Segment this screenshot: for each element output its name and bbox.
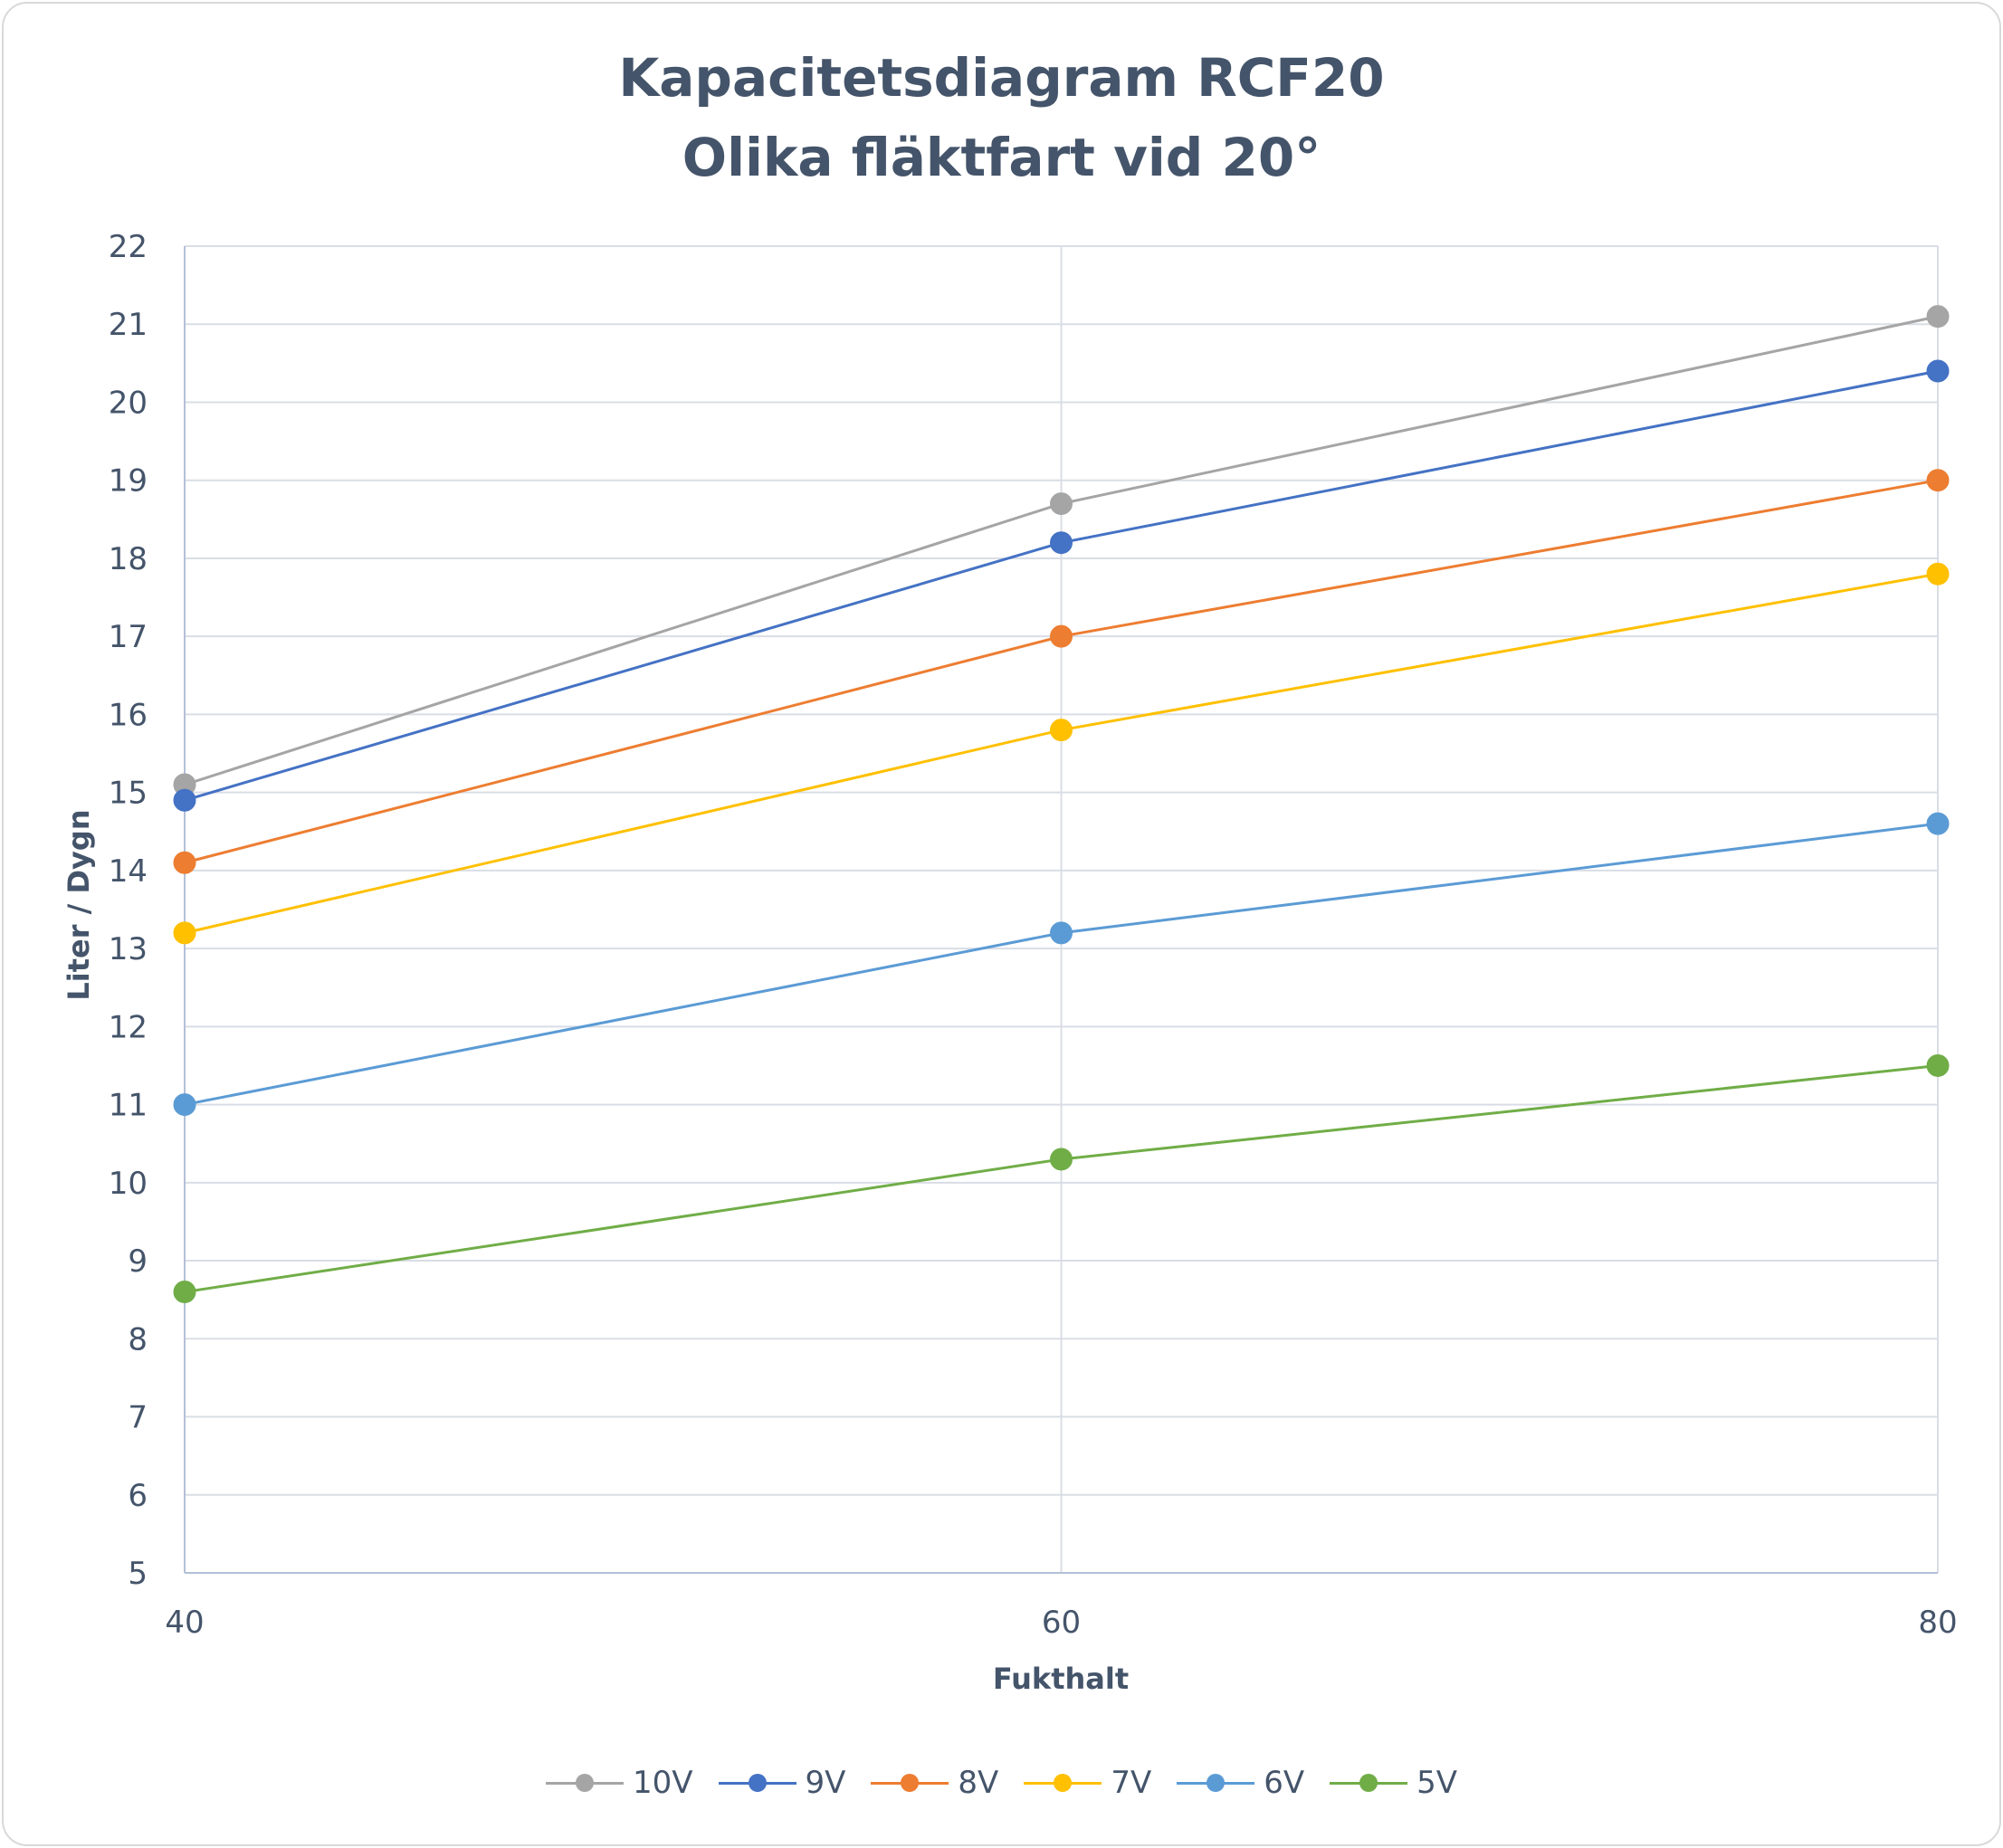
legend-label: 9V — [805, 1765, 846, 1801]
y-tick-label: 17 — [109, 619, 148, 655]
data-point-7V — [173, 921, 196, 945]
data-point-5V — [1926, 1053, 1950, 1077]
chart-subtitle: Olika fläktfart vid 20° — [682, 127, 1321, 188]
gridlines — [185, 245, 1939, 1573]
series-lines — [173, 305, 1950, 1304]
data-point-6V — [1926, 812, 1950, 835]
y-tick-label: 8 — [128, 1321, 148, 1357]
legend-item-9V: 9V — [718, 1765, 846, 1801]
data-point-6V — [1050, 921, 1073, 945]
y-tick-label: 21 — [109, 307, 148, 343]
data-point-9V — [1926, 359, 1950, 383]
x-axis-label: Fukthalt — [993, 1662, 1129, 1696]
y-tick-label: 18 — [109, 541, 148, 577]
data-point-6V — [173, 1093, 196, 1117]
data-point-8V — [173, 851, 196, 874]
y-tick-label: 15 — [109, 776, 148, 812]
legend-marker — [1024, 1774, 1102, 1792]
y-tick-label: 10 — [109, 1166, 148, 1202]
legend-marker — [718, 1774, 796, 1792]
tick-labels: 5 6 7 8 9 10 11 12 13 14 15 16 17 18 19 20 21 22 40 60 80 — [109, 229, 1958, 1641]
legend-label: 5V — [1416, 1765, 1457, 1801]
x-tick-label: 60 — [1042, 1605, 1081, 1641]
data-point-5V — [173, 1281, 196, 1304]
y-axis-label: Liter / Dygn — [62, 809, 96, 1000]
data-point-7V — [1050, 719, 1073, 742]
chart-title: Kapacitetsdiagram RCF20 — [618, 47, 1385, 109]
legend-item-10V: 10V — [546, 1765, 693, 1801]
legend-item-8V: 8V — [871, 1765, 998, 1801]
data-point-9V — [1050, 531, 1073, 555]
y-tick-label: 22 — [109, 229, 148, 265]
y-tick-label: 6 — [128, 1478, 148, 1514]
legend-marker — [1330, 1774, 1408, 1792]
y-tick-label: 11 — [109, 1088, 148, 1124]
legend-marker — [1177, 1774, 1255, 1792]
data-point-5V — [1050, 1148, 1073, 1171]
legend-marker — [871, 1774, 949, 1792]
y-tick-label: 20 — [109, 385, 148, 421]
y-tick-label: 13 — [109, 931, 148, 967]
x-tick-label: 40 — [165, 1605, 204, 1641]
y-tick-label: 9 — [128, 1243, 148, 1280]
legend: 10V 9V 8V 7V 6V 5V — [0, 1765, 2003, 1801]
data-point-8V — [1050, 624, 1073, 648]
legend-label: 6V — [1264, 1765, 1305, 1801]
data-point-10V — [1926, 305, 1950, 329]
y-tick-label: 16 — [109, 697, 148, 733]
legend-label: 7V — [1111, 1765, 1152, 1801]
data-point-9V — [173, 788, 196, 812]
legend-marker — [546, 1774, 624, 1792]
legend-label: 8V — [958, 1765, 999, 1801]
data-point-10V — [1050, 492, 1073, 516]
legend-item-6V: 6V — [1177, 1765, 1304, 1801]
legend-label: 10V — [633, 1765, 693, 1801]
y-tick-label: 7 — [128, 1400, 148, 1436]
y-tick-label: 19 — [109, 463, 148, 500]
data-point-8V — [1926, 469, 1950, 492]
legend-item-7V: 7V — [1024, 1765, 1151, 1801]
y-tick-label: 14 — [109, 853, 148, 890]
y-tick-label: 5 — [128, 1556, 148, 1592]
axes — [184, 246, 1938, 1574]
x-tick-label: 80 — [1918, 1605, 1957, 1641]
data-point-7V — [1926, 562, 1950, 586]
y-tick-label: 12 — [109, 1009, 148, 1045]
legend-item-5V: 5V — [1330, 1765, 1457, 1801]
